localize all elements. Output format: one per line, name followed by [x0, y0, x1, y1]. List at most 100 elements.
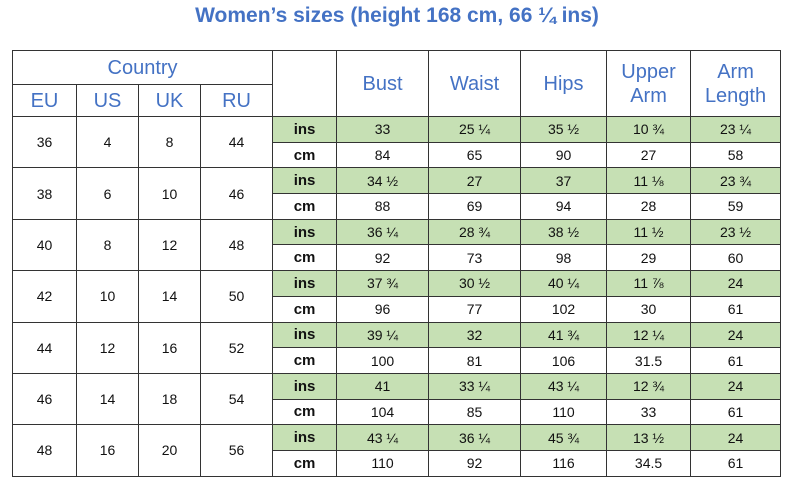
- measurement: 33 ¼: [428, 372, 522, 400]
- measurement: 110: [520, 398, 608, 426]
- size: 8: [76, 218, 139, 272]
- unit: ins: [272, 218, 338, 246]
- country-header: Country: [11, 50, 274, 85]
- size: 10: [138, 167, 201, 220]
- unit: cm: [272, 449, 338, 477]
- size: 6: [76, 167, 139, 220]
- size: 4: [76, 115, 139, 169]
- size: 16: [138, 321, 201, 374]
- title: Women’s sizes (height 168 cm, 66 ¼ ins): [195, 4, 599, 27]
- size: 46: [12, 372, 77, 426]
- measurement: 61: [690, 295, 782, 323]
- table-body: Country Bust Waist Hips Upper Arm Arm Length E…: [11, 50, 782, 477]
- size: 44: [12, 321, 77, 374]
- table-row: cm 88 69 94 28 59: [13, 193, 782, 220]
- country-code: UK: [138, 84, 201, 117]
- measurement: 10 ¾: [606, 116, 692, 143]
- measurement: 90: [520, 141, 608, 169]
- measurement: 25 ¼: [428, 116, 522, 143]
- table-row: 42 10 14 50 ins 37 ¾ 30 ½ 40 ¼ 11 ⅞ 24: [12, 270, 782, 323]
- measurement: 24: [690, 321, 782, 349]
- measurement: 45 ¾: [520, 424, 608, 451]
- measurement: 96: [336, 295, 430, 323]
- size: 42: [12, 270, 77, 323]
- table-row: cm 100 81 106 31.5 61: [13, 347, 782, 374]
- size: 14: [138, 270, 201, 323]
- measurement: 61: [690, 449, 782, 477]
- table-row: 40 8 12 48 ins 36 ¼ 28 ¾ 38 ½ 11 ½ 23 ½: [12, 218, 782, 272]
- size: 38: [12, 167, 77, 220]
- measurement: 98: [520, 244, 608, 272]
- measurement: 43 ¼: [520, 372, 608, 400]
- size: 54: [199, 372, 274, 426]
- measurement: 23 ¼: [690, 116, 782, 143]
- size: 52: [199, 321, 274, 374]
- size: 44: [199, 115, 274, 169]
- measurement: 33: [336, 116, 430, 143]
- size: 8: [138, 115, 201, 169]
- unit: cm: [272, 141, 338, 169]
- measurement: 35 ½: [520, 116, 608, 143]
- measurement: 28 ¾: [428, 218, 522, 246]
- country-code: RU: [199, 84, 274, 117]
- measurement: 37: [520, 167, 608, 195]
- measurement: 73: [428, 244, 522, 272]
- measurement: 36 ¼: [428, 424, 522, 451]
- unit: ins: [272, 167, 338, 195]
- measure-header: Arm Length: [690, 50, 782, 117]
- measurement: 58: [690, 141, 782, 169]
- measurement: 30: [606, 295, 692, 323]
- size: 18: [138, 372, 201, 426]
- unit: cm: [272, 193, 338, 220]
- blank-header: [272, 50, 338, 117]
- measurement: 39 ¼: [336, 321, 430, 349]
- size: 14: [76, 372, 139, 426]
- unit: cm: [272, 347, 338, 374]
- measurement: 12 ¾: [606, 372, 692, 400]
- size: 46: [199, 167, 274, 220]
- table-row: EU US UK RU: [12, 84, 781, 117]
- unit: cm: [272, 295, 338, 323]
- measurement: 24: [690, 372, 782, 400]
- measurement: 23 ¾: [690, 167, 782, 195]
- measurement: 12 ¼: [606, 321, 692, 349]
- measurement: 61: [690, 398, 782, 426]
- measurement: 110: [336, 449, 430, 477]
- measurement: 24: [690, 270, 782, 297]
- measurement: 65: [428, 141, 522, 169]
- measurement: 81: [428, 347, 522, 374]
- measurement: 60: [690, 244, 782, 272]
- measurement: 59: [690, 193, 782, 220]
- measurement: 24: [690, 424, 782, 451]
- table-row: 44 12 16 52 ins 39 ¼ 32 41 ¾ 12 ¼ 24: [12, 321, 782, 374]
- unit: ins: [272, 321, 338, 349]
- measurement: 116: [520, 449, 608, 477]
- size: 50: [199, 270, 274, 323]
- measurement: 69: [428, 193, 522, 220]
- size: 48: [12, 424, 77, 477]
- measurement: 34 ½: [336, 167, 430, 195]
- measurement: 102: [520, 295, 608, 323]
- size: 56: [199, 424, 274, 477]
- unit: ins: [272, 424, 338, 451]
- table-row: cm 96 77 102 30 61: [13, 295, 782, 323]
- measurement: 33: [606, 398, 692, 426]
- table-row: 46 14 18 54 ins 41 33 ¼ 43 ¼ 12 ¾ 24: [12, 372, 782, 426]
- unit: ins: [272, 116, 338, 143]
- table-row: cm 84 65 90 27 58: [13, 141, 782, 169]
- country-code: EU: [12, 84, 77, 117]
- unit: cm: [272, 244, 338, 272]
- size-table: Country Bust Waist Hips Upper Arm Arm Length E…: [11, 50, 782, 477]
- unit: cm: [272, 398, 338, 426]
- table-row: 38 6 10 46 ins 34 ½ 27 37 11 ⅛ 23 ¾: [12, 167, 782, 220]
- unit: ins: [272, 270, 338, 297]
- table-row: 48 16 20 56 ins 43 ¼ 36 ¼ 45 ¾ 13 ½ 24: [12, 424, 782, 477]
- measurement: 104: [336, 398, 430, 426]
- size: 12: [76, 321, 139, 374]
- measurement: 94: [520, 193, 608, 220]
- measurement: 41: [336, 372, 430, 400]
- measurement: 11 ⅞: [606, 270, 692, 297]
- measurement: 92: [336, 244, 430, 272]
- measurement: 38 ½: [520, 218, 608, 246]
